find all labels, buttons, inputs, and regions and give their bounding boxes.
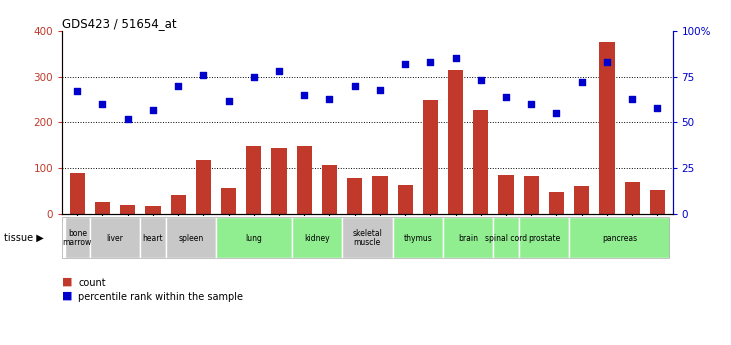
Bar [95,203,110,214]
Bar [499,175,514,214]
Point [298,92,310,98]
Bar [120,205,135,214]
Text: count: count [78,278,106,288]
Bar [221,188,236,214]
Bar [398,185,413,214]
Point [147,107,159,112]
Bar [624,182,640,214]
Point [651,105,663,111]
Bar [372,176,387,214]
Point [122,116,134,121]
Point [324,96,336,101]
Bar [297,146,312,214]
Bar [196,160,211,214]
Text: bone
marrow: bone marrow [63,229,92,247]
Bar [342,217,393,258]
Point [626,96,638,101]
Point [72,89,83,94]
Text: prostate: prostate [528,234,560,243]
Point [526,101,537,107]
Bar [246,146,262,214]
Point [173,83,184,89]
Bar [165,217,216,258]
Text: spinal cord: spinal cord [485,234,527,243]
Bar [523,176,539,214]
Bar [90,217,140,258]
Text: tissue ▶: tissue ▶ [4,233,43,243]
Text: skeletal
muscle: skeletal muscle [352,229,382,247]
Bar [69,173,85,214]
Text: lung: lung [246,234,262,243]
Bar [448,70,463,214]
Bar [170,195,186,214]
Point [197,72,209,78]
Point [550,110,562,116]
Bar [140,217,165,258]
Bar [549,192,564,214]
Bar [271,148,287,214]
Point [475,78,487,83]
Text: GDS423 / 51654_at: GDS423 / 51654_at [62,17,177,30]
Point [248,74,260,80]
Point [500,94,512,100]
Bar [216,217,292,258]
Point [450,56,461,61]
Point [349,83,360,89]
Bar [292,217,342,258]
Text: percentile rank within the sample: percentile rank within the sample [78,292,243,302]
Point [425,59,436,65]
Bar [145,206,161,214]
Bar [493,217,519,258]
Bar [64,217,90,258]
Text: kidney: kidney [304,234,330,243]
Point [223,98,235,103]
Text: thymus: thymus [404,234,432,243]
Bar [650,190,665,214]
Text: pancreas: pancreas [602,234,637,243]
Bar [519,217,569,258]
Point [399,61,411,67]
Bar [574,186,589,214]
Point [96,101,108,107]
Bar [393,217,443,258]
Text: ■: ■ [62,290,72,300]
Text: heart: heart [143,234,163,243]
Bar [473,110,488,214]
Bar [569,217,670,258]
Text: ■: ■ [62,277,72,287]
Point [374,87,386,92]
Point [601,59,613,65]
Bar [423,100,438,214]
Text: brain: brain [458,234,478,243]
Point [576,79,588,85]
Text: spleen: spleen [178,234,203,243]
Bar [347,178,363,214]
Bar [322,165,337,214]
Point [273,69,285,74]
Text: liver: liver [107,234,124,243]
Bar [599,42,615,214]
Bar [443,217,493,258]
